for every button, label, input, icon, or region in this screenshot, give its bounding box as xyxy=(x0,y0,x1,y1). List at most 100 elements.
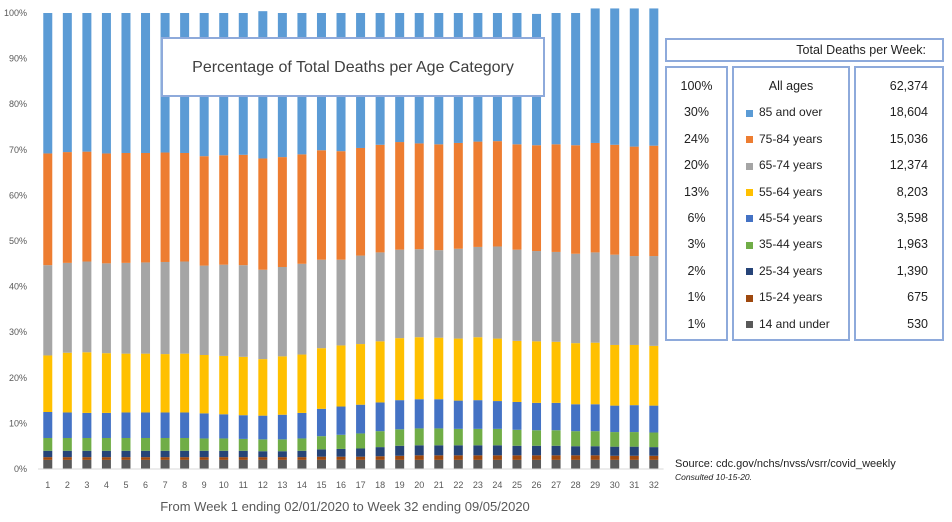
bar-segment-85-and-over xyxy=(43,13,53,154)
bar-segment-45-54-years xyxy=(434,399,444,429)
bar-segment-14-and-under xyxy=(180,459,190,469)
bar-segment-45-54-years xyxy=(160,412,170,438)
bar-segment-14-and-under xyxy=(356,459,366,469)
bar-segment-85-and-over xyxy=(649,8,659,146)
bar-segment-55-64-years xyxy=(551,341,561,403)
bar-segment-15-24-years xyxy=(258,457,268,460)
bar-segment-14-and-under xyxy=(336,459,346,469)
bar-segment-85-and-over xyxy=(101,13,111,154)
bar-segment-14-and-under xyxy=(258,459,268,469)
bar-segment-65-74-years xyxy=(473,246,483,338)
bar-segment-15-24-years xyxy=(141,457,151,460)
bar-segment-75-84-years xyxy=(571,145,581,254)
bar-segment-35-44-years xyxy=(121,437,131,451)
bar-segment-14-and-under xyxy=(532,459,542,469)
bar-segment-25-34-years xyxy=(590,446,600,456)
bar-segment-45-54-years xyxy=(356,404,366,434)
bar-segment-25-34-years xyxy=(199,450,209,458)
x-tick-label: 31 xyxy=(629,480,639,490)
bar-segment-85-and-over xyxy=(629,8,639,147)
bar-segment-65-74-years xyxy=(356,255,366,345)
bar-segment-55-64-years xyxy=(62,352,72,413)
bar-segment-75-84-years xyxy=(492,141,502,247)
bar-segment-15-24-years xyxy=(571,455,581,460)
bar-segment-14-and-under xyxy=(453,459,463,469)
legend-swatch xyxy=(746,241,753,249)
bar-segment-15-24-years xyxy=(316,456,326,460)
bar-segment-15-24-years xyxy=(414,455,424,460)
count-cell: 18,604 xyxy=(889,105,928,120)
age-group-cell: 25-34 years xyxy=(746,264,848,278)
bar-segment-25-34-years xyxy=(629,446,639,456)
count-cell: 8,203 xyxy=(896,184,928,199)
bar-segment-55-64-years xyxy=(356,344,366,405)
x-tick-label: 22 xyxy=(453,480,463,490)
legend-label: 45-54 years xyxy=(759,211,823,225)
bar-segment-15-24-years xyxy=(395,455,405,460)
x-tick-label: 4 xyxy=(104,480,109,490)
percent-cell: 3% xyxy=(687,237,706,252)
y-tick-label: 0% xyxy=(14,464,27,474)
age-group-cell: 45-54 years xyxy=(746,211,848,225)
bar-segment-25-34-years xyxy=(473,445,483,456)
bar-segment-15-24-years xyxy=(610,455,620,460)
legend-swatch xyxy=(746,215,753,223)
bar-segment-14-and-under xyxy=(101,459,111,469)
bar-segment-35-44-years xyxy=(571,431,581,447)
bar-segment-14-and-under xyxy=(121,459,131,469)
bar-segment-15-24-years xyxy=(336,456,346,460)
bar-segment-25-34-years xyxy=(219,450,229,458)
bar-segment-35-44-years xyxy=(62,437,72,451)
bar-segment-55-64-years xyxy=(199,355,209,414)
bar-segment-45-54-years xyxy=(492,401,502,429)
x-tick-label: 25 xyxy=(512,480,522,490)
bar-segment-15-24-years xyxy=(492,455,502,460)
count-cell: 12,374 xyxy=(889,158,928,173)
bar-segment-65-74-years xyxy=(434,250,444,338)
bar-segment-45-54-years xyxy=(258,415,268,440)
bar-segment-15-24-years xyxy=(82,457,92,460)
bar-segment-75-84-years xyxy=(395,142,405,250)
bar-segment-55-64-years xyxy=(160,354,170,413)
bar-segment-75-84-years xyxy=(277,157,287,267)
bar-segment-25-34-years xyxy=(492,445,502,456)
legend-swatch xyxy=(746,188,753,196)
percent-column: 100% 30% 24% 20% 13% 6% 3% 2% 1% 1% xyxy=(665,66,728,341)
bar-segment-14-and-under xyxy=(238,459,248,469)
bar-segment-65-74-years xyxy=(160,261,170,355)
bar-segment-35-44-years xyxy=(238,438,248,451)
age-group-column: All ages 85 and over 75-84 years 65-74 year… xyxy=(732,66,850,341)
bar-segment-75-84-years xyxy=(297,154,307,264)
y-tick-label: 80% xyxy=(9,99,27,109)
count-cell: 62,374 xyxy=(889,79,928,93)
percent-cell: 30% xyxy=(683,105,710,120)
bar-segment-15-24-years xyxy=(590,455,600,460)
bar-segment-45-54-years xyxy=(121,412,131,438)
bar-segment-25-34-years xyxy=(258,451,268,458)
bar-segment-25-34-years xyxy=(297,450,307,458)
bar-segment-35-44-years xyxy=(297,438,307,451)
bar-segment-75-84-years xyxy=(316,150,326,260)
bar-segment-35-44-years xyxy=(434,428,444,446)
bar-segment-65-74-years xyxy=(629,256,639,345)
bar-segment-25-34-years xyxy=(551,445,561,456)
percent-cell: 13% xyxy=(683,184,710,199)
bar-segment-65-74-years xyxy=(649,256,659,346)
x-tick-label: 7 xyxy=(163,480,168,490)
x-tick-label: 30 xyxy=(610,480,620,490)
y-tick-label: 30% xyxy=(9,327,27,337)
bar-segment-55-64-years xyxy=(571,343,581,405)
bar-segment-35-44-years xyxy=(473,428,483,446)
bar-segment-65-74-years xyxy=(512,249,522,341)
bar-segment-55-64-years xyxy=(375,341,385,403)
bar-segment-75-84-years xyxy=(238,154,248,266)
x-tick-label: 12 xyxy=(258,480,268,490)
x-tick-label: 21 xyxy=(434,480,444,490)
bar-segment-15-24-years xyxy=(238,457,248,460)
bar-segment-75-84-years xyxy=(512,144,522,250)
bar-segment-25-34-years xyxy=(395,445,405,456)
bar-segment-25-34-years xyxy=(610,446,620,456)
x-axis: 1 2 3 4 5 6 7 8 9 10 11 12 13 14 15 16 17 18 19 20 21 22 23 24 2… xyxy=(45,480,659,490)
x-tick-label: 14 xyxy=(297,480,307,490)
bar-segment-65-74-years xyxy=(180,261,190,354)
